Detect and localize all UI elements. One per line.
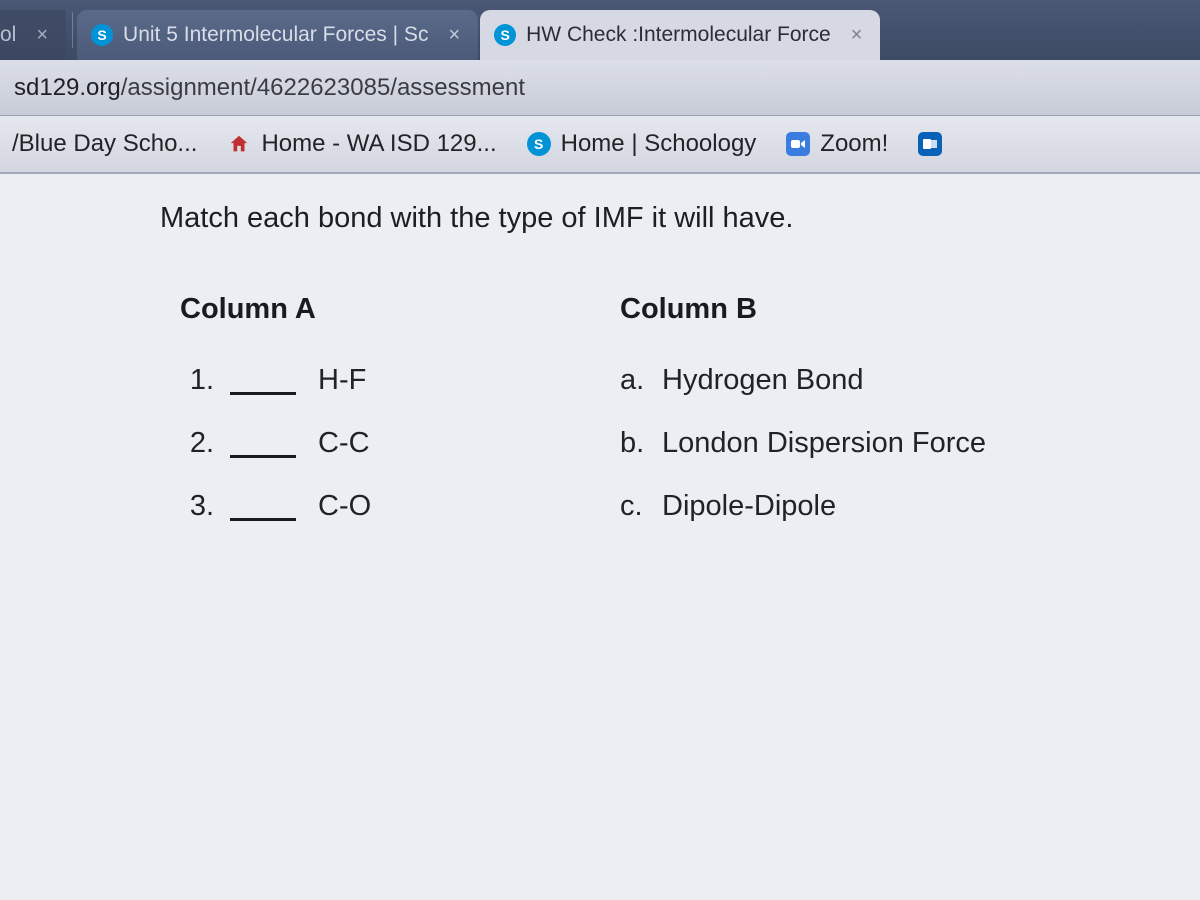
column-a: Column A 1. H-F 2. C-C 3. C-O [180, 293, 620, 553]
column-a-header: Column A [180, 293, 620, 326]
browser-tab-active[interactable]: S Unit 5 Intermolecular Forces | Sc × [77, 10, 478, 60]
bookmark-label: /Blue Day Scho... [12, 130, 197, 158]
url-path: /assignment/4622623085/assessment [121, 74, 525, 102]
tab-divider [72, 12, 73, 48]
schoology-icon: S [494, 24, 516, 46]
item-number: 2. [180, 427, 224, 460]
zoom-icon [786, 132, 810, 156]
answer-blank[interactable] [230, 493, 296, 521]
bookmark-zoom[interactable]: Zoom! [786, 130, 888, 158]
column-b: Column B a. Hydrogen Bond b. London Disp… [620, 293, 1140, 553]
schoology-icon: S [527, 132, 551, 156]
answer-blank[interactable] [230, 430, 296, 458]
close-icon[interactable]: × [36, 24, 48, 47]
page-content: Match each bond with the type of IMF it … [0, 174, 1200, 900]
option-letter: c. [620, 490, 662, 523]
bookmark-label: Zoom! [820, 130, 888, 158]
bookmark-label: Home - WA ISD 129... [261, 130, 496, 158]
url-host: sd129.org [14, 74, 121, 102]
home-icon [227, 132, 251, 156]
tab-title-fragment: ol [0, 23, 16, 47]
option-row: b. London Dispersion Force [620, 427, 1140, 460]
option-letter: a. [620, 364, 662, 397]
bookmark-wa-isd[interactable]: Home - WA ISD 129... [227, 130, 496, 158]
answer-blank[interactable] [230, 367, 296, 395]
matching-columns: Column A 1. H-F 2. C-C 3. C-O Column B a… [0, 293, 1200, 553]
option-text: Dipole-Dipole [662, 490, 836, 523]
outlook-icon [918, 132, 942, 156]
address-bar[interactable]: sd129.org/assignment/4622623085/assessme… [0, 60, 1200, 116]
schoology-icon: S [91, 24, 113, 46]
bond-label: C-O [318, 490, 371, 523]
match-row: 1. H-F [180, 364, 620, 397]
option-row: c. Dipole-Dipole [620, 490, 1140, 523]
browser-tab-partial[interactable]: ol × [0, 10, 66, 60]
bookmarks-bar: /Blue Day Scho... Home - WA ISD 129... S… [0, 116, 1200, 174]
match-row: 2. C-C [180, 427, 620, 460]
close-icon[interactable]: × [448, 24, 460, 47]
browser-tab-strip: ol × S Unit 5 Intermolecular Forces | Sc… [0, 0, 1200, 60]
bookmark-outlook[interactable] [918, 132, 942, 156]
browser-tab-inactive[interactable]: S HW Check :Intermolecular Force × [480, 10, 880, 60]
match-row: 3. C-O [180, 490, 620, 523]
item-number: 1. [180, 364, 224, 397]
item-number: 3. [180, 490, 224, 523]
tab-title: HW Check :Intermolecular Force [526, 23, 831, 47]
tab-title: Unit 5 Intermolecular Forces | Sc [123, 23, 428, 47]
option-row: a. Hydrogen Bond [620, 364, 1140, 397]
option-text: Hydrogen Bond [662, 364, 864, 397]
bond-label: H-F [318, 364, 366, 397]
bookmark-schoology[interactable]: S Home | Schoology [527, 130, 757, 158]
option-letter: b. [620, 427, 662, 460]
question-prompt: Match each bond with the type of IMF it … [0, 202, 1200, 235]
option-text: London Dispersion Force [662, 427, 986, 460]
bookmark-blue-day[interactable]: /Blue Day Scho... [12, 130, 197, 158]
column-b-header: Column B [620, 293, 1140, 326]
close-icon[interactable]: × [851, 24, 863, 47]
bookmark-label: Home | Schoology [561, 130, 757, 158]
bond-label: C-C [318, 427, 370, 460]
